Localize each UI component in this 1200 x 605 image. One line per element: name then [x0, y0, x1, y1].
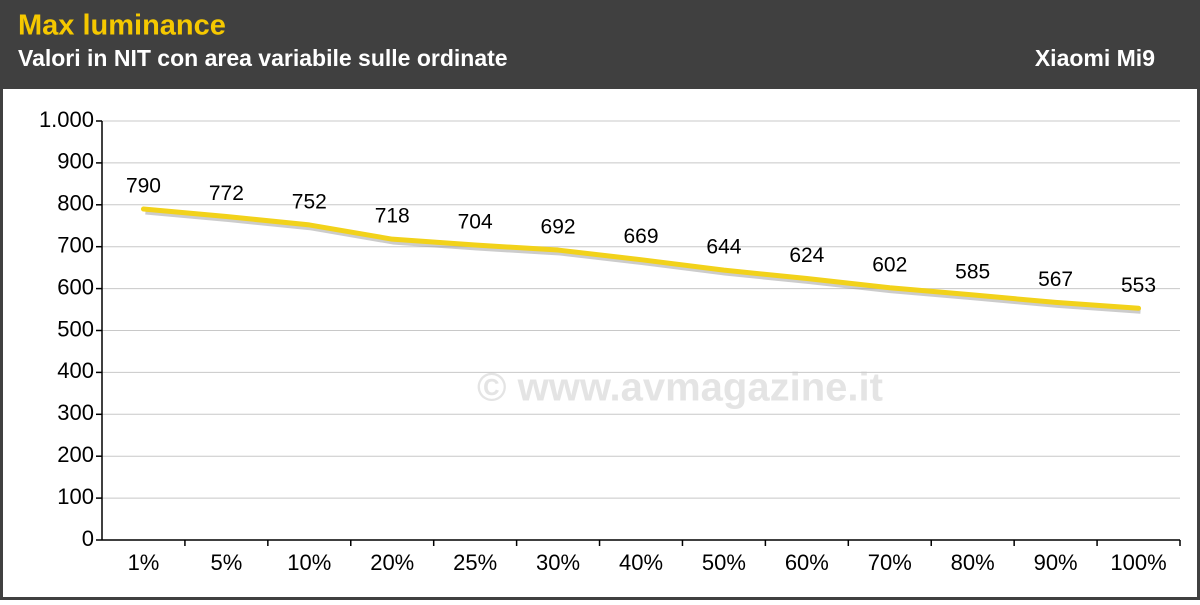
x-tick-label: 30% — [536, 550, 580, 575]
y-tick-label: 1.000 — [39, 107, 94, 132]
data-label: 567 — [1038, 268, 1073, 291]
data-label: 669 — [623, 225, 658, 248]
data-label: 585 — [955, 260, 990, 283]
x-tick-label: 50% — [702, 550, 746, 575]
data-label: 553 — [1121, 274, 1156, 297]
x-tick-label: 40% — [619, 550, 663, 575]
chart-subtitle: Valori in NIT con area variabile sulle o… — [18, 45, 508, 71]
y-tick-label: 400 — [57, 358, 94, 383]
x-tick-label: 5% — [210, 550, 242, 575]
device-name: Xiaomi Mi9 — [1035, 45, 1155, 71]
x-tick-label: 1% — [128, 550, 160, 575]
y-tick-label: 700 — [57, 233, 94, 258]
data-label: 718 — [375, 205, 410, 228]
data-label: 752 — [292, 190, 327, 213]
x-tick-label: 10% — [287, 550, 331, 575]
data-label: 624 — [789, 244, 824, 267]
x-tick-label: 70% — [868, 550, 912, 575]
data-label: 772 — [209, 182, 244, 205]
y-tick-label: 0 — [82, 526, 94, 551]
header — [0, 0, 1200, 86]
y-tick-label: 100 — [57, 484, 94, 509]
y-tick-label: 900 — [57, 149, 94, 174]
data-label: 790 — [126, 175, 161, 198]
y-tick-label: 600 — [57, 274, 94, 299]
x-tick-label: 80% — [951, 550, 995, 575]
y-tick-label: 800 — [57, 191, 94, 216]
data-label: 704 — [458, 211, 493, 234]
x-tick-label: 90% — [1034, 550, 1078, 575]
x-tick-label: 100% — [1110, 550, 1166, 575]
chart-border — [0, 86, 1200, 600]
series-line — [140, 206, 1142, 311]
data-label: 644 — [706, 236, 741, 259]
x-tick-label: 60% — [785, 550, 829, 575]
data-label: 602 — [872, 253, 907, 276]
line-shadow — [145, 209, 1141, 314]
x-tick-label: 20% — [370, 550, 414, 575]
y-tick-label: 300 — [57, 400, 94, 425]
x-tick-label: 25% — [453, 550, 497, 575]
chart-title: Max luminance — [18, 10, 226, 42]
data-label: 692 — [541, 216, 576, 239]
y-tick-label: 500 — [57, 316, 94, 341]
y-tick-label: 200 — [57, 442, 94, 467]
